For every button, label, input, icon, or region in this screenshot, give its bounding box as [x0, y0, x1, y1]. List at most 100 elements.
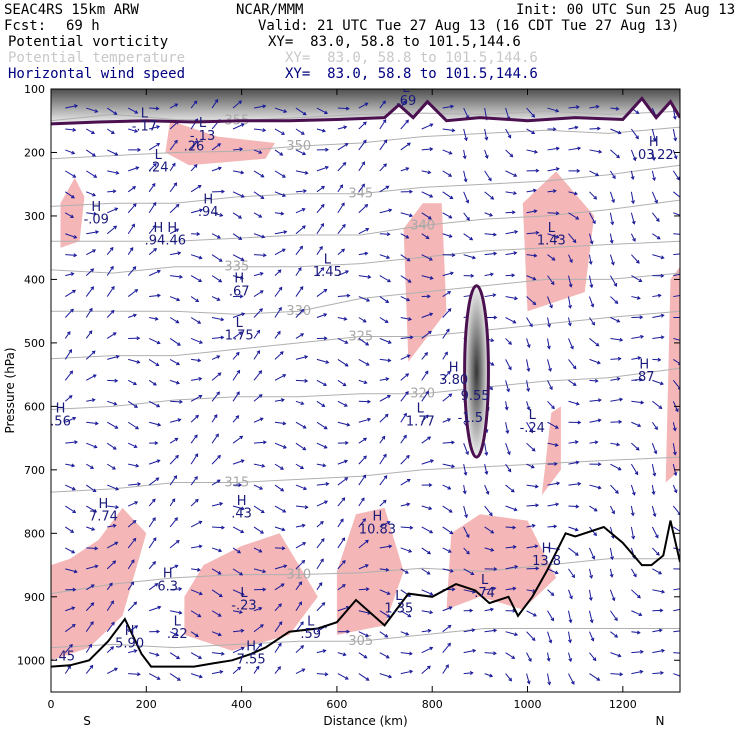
- wind-arrow: [484, 443, 488, 456]
- wind-arrow-head: [154, 441, 159, 446]
- wind-arrow: [337, 358, 349, 367]
- wind-arrow-head: [506, 451, 511, 456]
- wind-arrow: [316, 267, 324, 276]
- wind-arrow: [442, 393, 452, 402]
- wind-arrow: [588, 610, 593, 623]
- wind-arrow-head: [153, 247, 158, 252]
- wind-arrow-head: [493, 567, 498, 572]
- wind-arrow-head: [528, 658, 532, 662]
- wind-arrow: [526, 442, 536, 452]
- wind-arrow: [358, 252, 368, 256]
- wind-arrow-head: [680, 273, 683, 276]
- wind-arrow-head: [88, 643, 92, 648]
- wind-arrow: [651, 484, 655, 495]
- wind-arrow: [295, 170, 308, 174]
- pv-annotation: .94.46: [145, 234, 186, 249]
- wind-arrow-head: [91, 350, 96, 355]
- wind-arrow-head: [677, 386, 680, 390]
- wind-arrow: [547, 190, 556, 193]
- wind-arrow: [484, 547, 494, 551]
- wind-arrow-head: [672, 451, 677, 456]
- wind-arrow: [232, 212, 242, 219]
- wind-arrow-head: [282, 174, 286, 178]
- wind-arrow-head: [344, 477, 349, 481]
- wind-arrow-head: [409, 525, 414, 530]
- wind-arrow: [442, 233, 452, 238]
- wind-arrow-head: [361, 161, 365, 166]
- wind-arrow-head: [364, 564, 369, 568]
- wind-arrow-head: [240, 123, 245, 127]
- pv-shade-region: [446, 514, 557, 610]
- wind-arrow: [316, 223, 324, 234]
- wind-arrow-head: [72, 289, 77, 294]
- wind-arrow: [148, 163, 157, 172]
- wind-arrow: [484, 652, 496, 654]
- wind-arrow: [673, 273, 680, 277]
- wind-arrow-head: [547, 323, 551, 328]
- wind-arrow: [442, 606, 452, 612]
- wind-arrow: [609, 568, 613, 577]
- wind-arrow-head: [175, 454, 179, 459]
- wind-arrow-head: [596, 677, 601, 681]
- wind-arrow-head: [279, 351, 284, 355]
- wind-arrow-head: [446, 370, 451, 375]
- pv-annotation: -.23: [231, 598, 256, 613]
- wind-arrow-head: [492, 586, 497, 591]
- wind-arrow-head: [72, 127, 77, 132]
- wind-arrow-head: [137, 672, 141, 677]
- wind-arrow-head: [595, 172, 600, 177]
- pv-annotation: 1.35: [384, 602, 413, 617]
- theta-contour: [51, 367, 680, 410]
- wind-arrow-head: [156, 676, 161, 680]
- wind-arrow: [190, 395, 202, 402]
- wind-arrow: [610, 358, 621, 360]
- pv-annotation: 7.74: [89, 510, 118, 525]
- wind-arrow: [358, 379, 367, 384]
- wind-arrow-head: [683, 652, 686, 655]
- wind-arrow: [211, 589, 223, 597]
- wind-arrow: [253, 666, 260, 674]
- wind-arrow: [85, 621, 94, 632]
- wind-arrow-head: [489, 386, 493, 391]
- wind-arrow: [253, 505, 265, 513]
- wind-arrow-head: [508, 677, 513, 682]
- wind-arrow: [358, 139, 367, 151]
- wind-arrow-head: [156, 269, 161, 274]
- wind-arrow-head: [631, 220, 636, 225]
- wind-arrow-head: [260, 173, 265, 178]
- wind-arrow-head: [193, 100, 198, 105]
- wind-arrow: [526, 380, 530, 392]
- wind-arrow-head: [554, 425, 559, 429]
- wind-arrow-head: [619, 397, 624, 402]
- axes-layer: 0 200 400 600 800 1000 12001002003004005006007…: [3, 83, 681, 728]
- wind-arrow: [65, 441, 78, 444]
- wind-arrow-head: [427, 294, 431, 299]
- wind-arrow-head: [424, 370, 429, 375]
- wind-arrow: [505, 191, 517, 194]
- wind-arrow: [588, 568, 593, 579]
- wind-arrow-head: [194, 498, 199, 503]
- wind-arrow: [148, 517, 156, 528]
- wind-arrow: [170, 610, 182, 614]
- wind-arrow: [169, 438, 178, 444]
- theta-contour-label: 305: [348, 634, 373, 649]
- wind-arrow: [337, 606, 350, 612]
- terrain-line: [51, 520, 680, 668]
- wind-arrow-head: [568, 639, 572, 644]
- wind-arrow-head: [388, 544, 393, 549]
- wind-arrow: [211, 99, 219, 109]
- wind-arrow-head: [114, 541, 119, 546]
- wind-arrow-head: [70, 214, 75, 218]
- x-tick-label: 0: [48, 698, 55, 711]
- wind-arrow: [212, 652, 224, 655]
- wind-arrow-head: [344, 676, 349, 680]
- wind-arrow: [505, 652, 515, 659]
- wind-arrow-head: [71, 606, 76, 611]
- wind-arrow-head: [589, 574, 594, 579]
- wind-arrow-head: [115, 505, 120, 510]
- wind-arrow-head: [194, 434, 198, 439]
- wind-arrow-head: [260, 624, 264, 628]
- wind-arrow: [651, 149, 655, 161]
- wind-arrow: [442, 329, 450, 339]
